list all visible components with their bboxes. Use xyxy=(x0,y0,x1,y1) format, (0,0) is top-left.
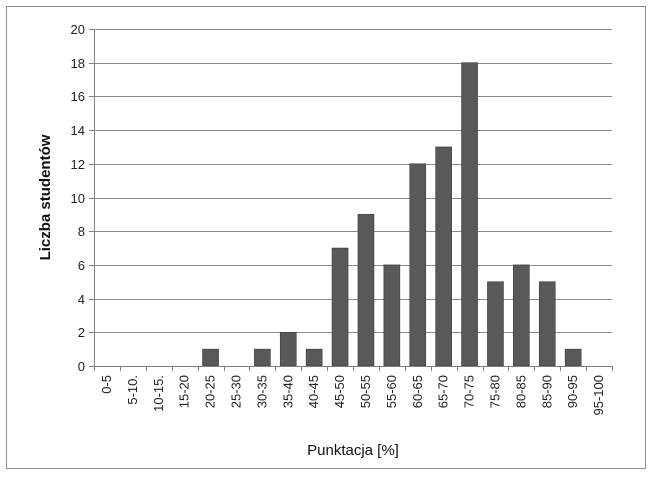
y-tick-label: 12 xyxy=(71,157,85,172)
bar-85-90 xyxy=(538,281,556,367)
bar-65-70 xyxy=(435,146,452,367)
x-tick-labels: 0-5 5-10. 10-15. 15-20 20-25 25-30 30-35 35-40 4… xyxy=(99,375,606,415)
bar-35-40 xyxy=(279,331,297,367)
y-axis-title: Liczba studentów xyxy=(37,134,54,260)
x-tick-label: 70-75 xyxy=(462,375,477,408)
bar-40-45 xyxy=(305,348,323,367)
y-tick-label: 2 xyxy=(78,325,85,340)
y-tick-label: 20 xyxy=(71,22,85,37)
y-tick-label: 4 xyxy=(78,292,85,307)
x-tick-label: 15-20 xyxy=(177,375,192,408)
x-tick-label: 10-15. xyxy=(151,375,166,412)
bar-60-65 xyxy=(409,163,427,367)
x-tick-label: 25-30 xyxy=(228,375,243,408)
x-tick-label: 65-70 xyxy=(436,375,451,408)
axes xyxy=(89,29,613,371)
bar-20-25 xyxy=(202,348,219,367)
x-tick-label: 5-10. xyxy=(125,375,140,405)
y-tick-label: 6 xyxy=(78,258,85,273)
bars xyxy=(202,62,582,367)
x-tick-label: 0-5 xyxy=(99,375,114,394)
x-tick-label: 75-80 xyxy=(487,375,502,408)
bar-90-95 xyxy=(564,348,582,367)
x-tick-label: 80-85 xyxy=(513,375,528,408)
y-tick-label: 0 xyxy=(78,359,85,374)
x-tick-label: 50-55 xyxy=(358,375,373,408)
y-tick-label: 14 xyxy=(71,123,85,138)
x-tick-label: 30-35 xyxy=(254,375,269,408)
chart-area xyxy=(6,6,646,469)
x-axis-title: Punktacja [%] xyxy=(307,442,399,459)
bar-70-75 xyxy=(461,62,478,367)
y-tick-label: 8 xyxy=(78,224,85,239)
x-tick-label: 85-90 xyxy=(539,375,554,408)
y-tick-label: 16 xyxy=(71,89,85,104)
gridlines xyxy=(94,29,612,333)
x-tick-label: 35-40 xyxy=(280,375,295,408)
x-tick-label: 90-95 xyxy=(565,375,580,408)
bar-55-60 xyxy=(383,264,401,367)
x-tick-label: 40-45 xyxy=(306,375,321,408)
x-tick-label: 95-100 xyxy=(591,375,606,415)
y-tick-label: 18 xyxy=(71,56,85,71)
bar-45-50 xyxy=(331,247,349,367)
bar-30-35 xyxy=(254,348,271,367)
y-tick-labels: 0 2 4 6 8 10 12 14 16 18 20 xyxy=(71,22,85,374)
bar-80-85 xyxy=(513,264,530,367)
y-tick-label: 10 xyxy=(71,191,85,206)
x-tick-label: 45-50 xyxy=(332,375,347,408)
x-tick-label: 60-65 xyxy=(410,375,425,408)
bar-50-55 xyxy=(357,214,375,367)
x-tick-label: 55-60 xyxy=(384,375,399,408)
x-tick-label: 20-25 xyxy=(203,375,218,408)
bar-75-80 xyxy=(487,281,504,367)
